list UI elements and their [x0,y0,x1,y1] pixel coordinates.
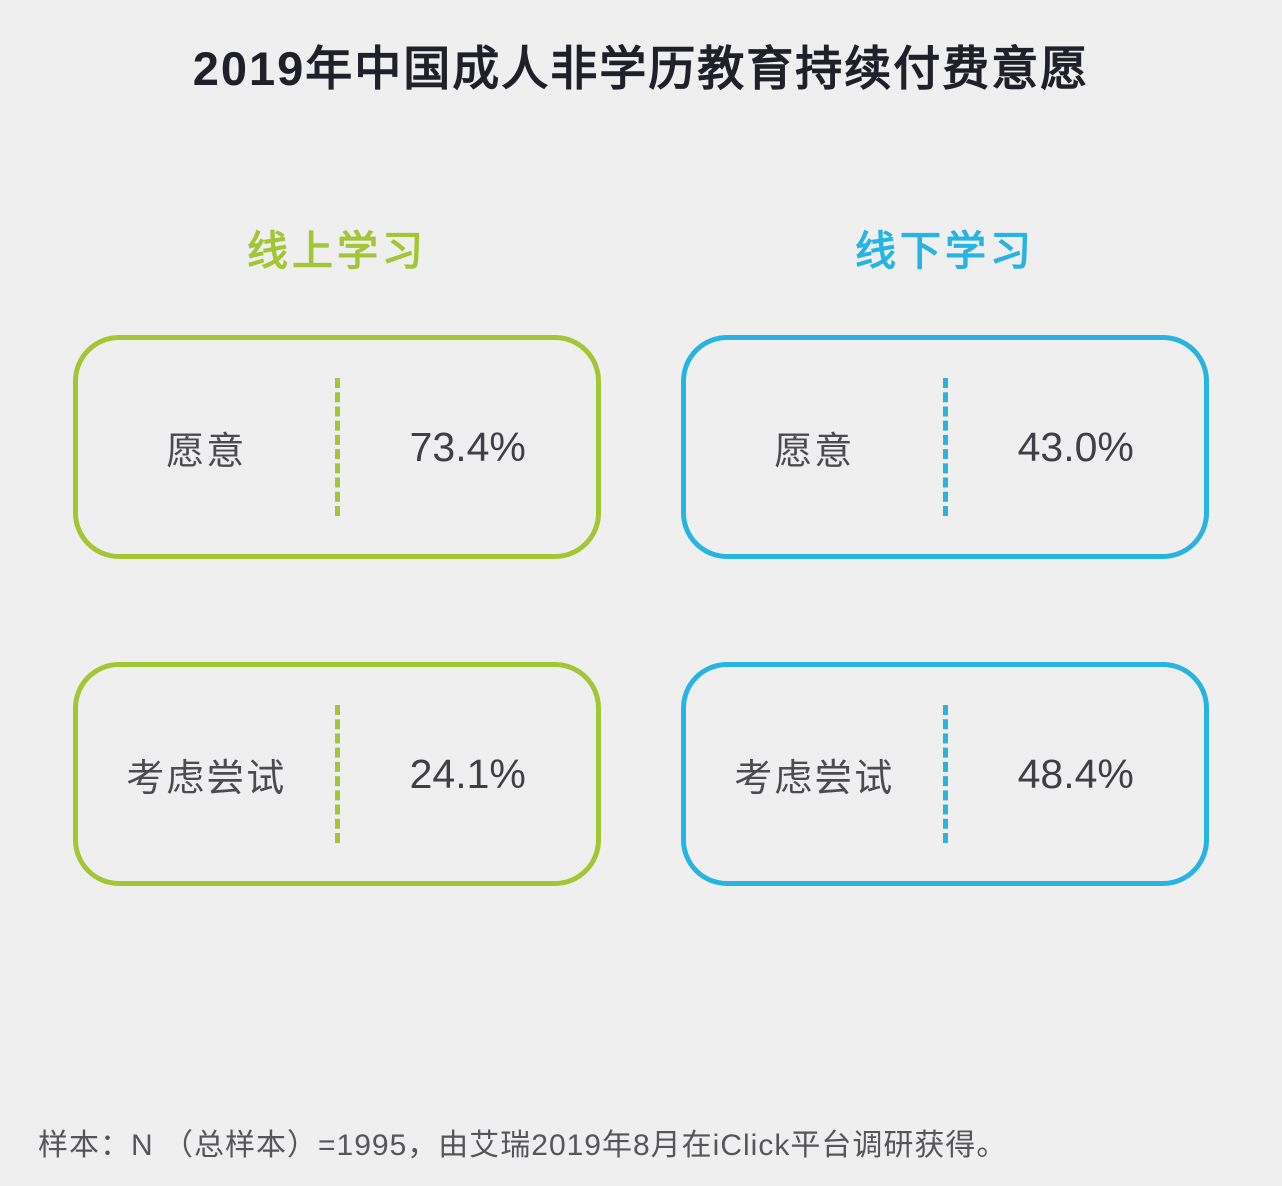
dashed-divider [942,705,948,843]
stat-label: 考虑尝试 [126,757,287,800]
column-header-online: 线上学习 [247,228,427,274]
stat-value: 48.4% [1017,750,1134,797]
stat-card-online-consider: 考虑尝试 24.1% [73,662,601,886]
stat-value: 43.0% [1017,423,1134,470]
stat-value: 24.1% [409,750,526,797]
stat-label: 愿意 [774,430,855,473]
stat-card-online-willing: 愿意 73.4% [73,335,601,559]
sample-footnote: 样本：N （总样本）=1995，由艾瑞2019年8月在iClick平台调研获得。 [38,1129,1008,1162]
page-title: 2019年中国成人非学历教育持续付费意愿 [192,42,1090,95]
dashed-divider [334,705,340,843]
column-online-learning: 线上学习 愿意 73.4% 考虑尝试 24.1% [73,217,601,886]
dashed-divider [942,378,948,516]
stat-label: 考虑尝试 [734,757,895,800]
column-offline-learning: 线下学习 愿意 43.0% 考虑尝试 48.4% [681,217,1209,886]
chart-columns: 线上学习 愿意 73.4% 考虑尝试 24.1% 线下学习 愿意 43.0% 考… [0,217,1282,886]
stat-label: 愿意 [166,430,247,473]
stat-card-offline-consider: 考虑尝试 48.4% [681,662,1209,886]
column-header-offline: 线下学习 [855,228,1035,274]
stat-value: 73.4% [409,423,526,470]
dashed-divider [334,378,340,516]
stat-card-offline-willing: 愿意 43.0% [681,335,1209,559]
